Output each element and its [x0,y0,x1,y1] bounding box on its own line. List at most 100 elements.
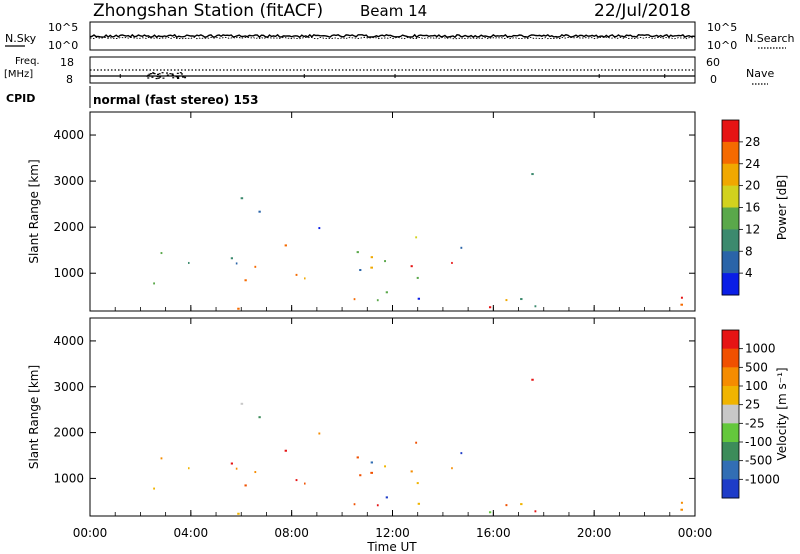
colorbar-tick-label: -500 [745,454,772,468]
power-point [153,282,156,285]
velocity-point [385,496,388,499]
time-x-axis: 00:00 04:00 08:00 12:00 16:00 20:00 00:00 [73,112,712,540]
power-point [356,251,359,254]
noise-right-tick-bottom: 10^0 [707,39,737,52]
power-panel-frame [89,111,696,312]
colorbar-tick-label: -100 [745,435,772,449]
colorbar-tick-label: 12 [745,222,760,236]
colorbar-segment [722,442,739,462]
power-point [416,276,419,279]
y-tick-label: 1000 [53,471,84,485]
power-scatter [153,173,683,310]
velocity-point [153,487,156,490]
colorbar-tick-label: 1000 [745,342,776,356]
velocity-point [416,482,419,485]
noise-right-tick-top: 10^5 [707,21,737,34]
colorbar-tick-label: 28 [745,135,760,149]
colorbar-tick-label: -1000 [745,472,780,486]
y-tick-label: 2000 [53,426,84,440]
velocity-point [488,511,492,514]
power-point [451,261,453,264]
power-point [531,173,534,176]
power-point [410,265,413,268]
power-point [353,298,356,301]
velocity-point [284,449,287,452]
nave-label: Nave [746,67,774,80]
velocity-scatter [153,378,683,515]
power-point [359,269,362,272]
colorbar-segment [722,251,739,274]
x-tick-label: 16:00 [476,526,511,540]
colorbar-tick-label: 25 [745,398,760,412]
power-point [295,273,298,276]
power-point [376,299,379,302]
power-y-axis: 1000 2000 3000 4000 [53,128,695,280]
noise-search-label: N.Search [745,32,795,45]
velocity-point [410,470,413,473]
velocity-y-axis-label: Slant Range [km] [27,365,41,469]
velocity-colorbar-label: Velocity [m s⁻¹] [775,367,789,460]
velocity-panel-frame [89,317,696,517]
colorbar-segment [722,423,739,443]
x-tick-label: 12:00 [375,526,410,540]
power-point [415,236,418,239]
colorbar-segment [722,207,739,230]
power-point [230,257,233,260]
velocity-point [235,467,238,470]
velocity-point [237,512,240,515]
nave-tick-bottom: 0 [710,73,717,86]
velocity-point [680,508,683,511]
colorbar-tick-label: 4 [745,266,753,280]
y-tick-label: 2000 [53,220,84,234]
velocity-y-axis: 1000 2000 3000 4000 [53,334,695,485]
power-colorbar: 4 8 12 16 20 24 28 [721,119,760,296]
power-point [258,210,261,213]
y-tick-label: 1000 [53,266,84,280]
velocity-point [304,482,306,485]
velocity-point [188,467,190,470]
velocity-point [254,471,257,474]
velocity-point [244,484,247,487]
power-y-axis-label: Slant Range [km] [27,159,41,263]
beam-label: Beam 14 [360,2,427,20]
colorbar-tick-label: 16 [745,201,760,215]
colorbar-segment [722,120,739,143]
noise-sky-label: N.Sky [5,32,37,45]
velocity-colorbar: 1000 500 100 25 -25 -100 -500 -1000 [721,329,780,499]
power-colorbar-label: Power [dB] [775,175,789,240]
velocity-point [160,457,163,460]
freq-label: Freq. [15,56,40,67]
velocity-point [460,452,463,455]
velocity-point [240,402,244,405]
velocity-point [376,504,379,507]
colorbar-segment [722,367,739,387]
velocity-point [353,503,356,506]
power-point [460,246,463,249]
power-point [240,197,244,200]
velocity-point [417,502,421,505]
colorbar-segment [722,330,739,350]
noise-left-tick-top: 10^5 [48,21,78,34]
colorbar-tick-label: 24 [745,157,760,171]
colorbar-tick-label: 100 [745,379,768,393]
nave-tick-top: 60 [706,56,720,69]
y-tick-label: 4000 [53,334,84,348]
velocity-point [370,471,373,474]
power-point [488,306,492,309]
power-point [254,265,257,268]
velocity-point [318,432,321,435]
power-point [417,297,421,300]
colorbar-segment [722,273,739,296]
velocity-point [356,456,359,459]
colorbar-segment [722,229,739,252]
date-label: 22/Jul/2018 [594,1,691,21]
colorbar-segment [722,141,739,165]
x-tick-label: 20:00 [577,526,612,540]
velocity-point [230,462,233,465]
velocity-point [520,503,523,506]
colorbar-segment [722,185,739,208]
velocity-point [384,465,387,468]
cpid-text: normal (fast stereo) 153 [93,93,259,107]
velocity-panel: 1000 2000 3000 4000 Slant Range [km] 1000 50… [27,317,789,517]
power-panel: 1000 2000 3000 4000 Slant Range [km] 4 8 12 16… [27,111,789,312]
